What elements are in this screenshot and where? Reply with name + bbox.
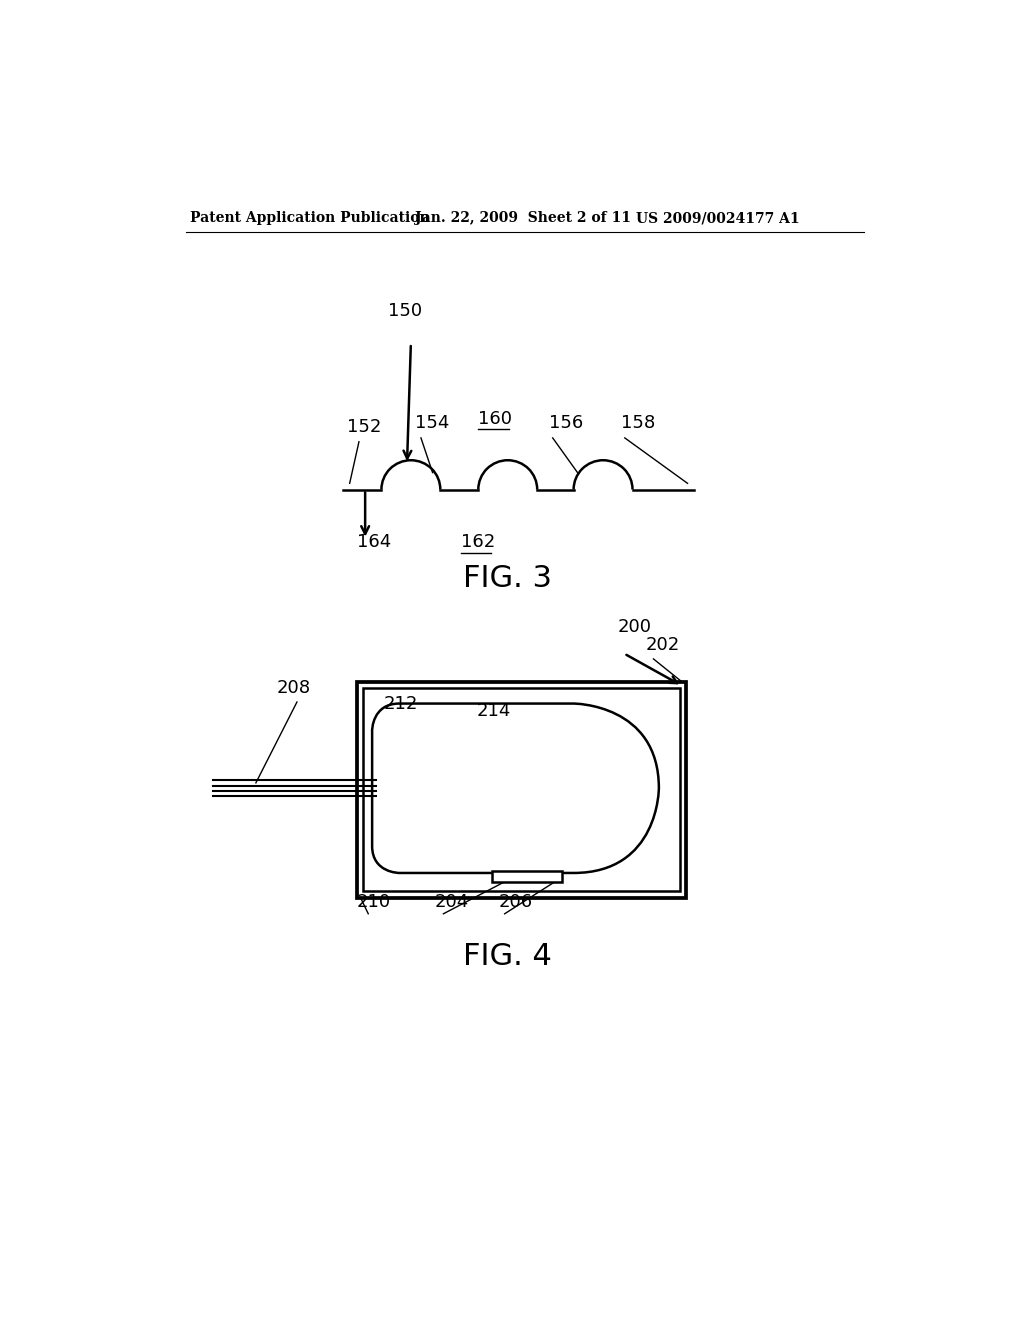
Text: 202: 202 [646, 636, 680, 655]
Text: US 2009/0024177 A1: US 2009/0024177 A1 [636, 211, 800, 226]
Text: 158: 158 [621, 413, 655, 432]
Text: 164: 164 [357, 533, 391, 552]
Text: 214: 214 [477, 702, 511, 721]
Text: Jan. 22, 2009  Sheet 2 of 11: Jan. 22, 2009 Sheet 2 of 11 [415, 211, 631, 226]
Text: 152: 152 [346, 417, 381, 436]
Text: 212: 212 [384, 694, 418, 713]
Text: Patent Application Publication: Patent Application Publication [190, 211, 430, 226]
Text: FIG. 4: FIG. 4 [463, 941, 552, 970]
Text: 150: 150 [388, 302, 422, 321]
Text: 154: 154 [415, 413, 450, 432]
Bar [362, 688, 680, 891]
Text: 156: 156 [549, 413, 583, 432]
Text: 210: 210 [356, 894, 391, 911]
Text: 200: 200 [617, 618, 652, 636]
Bar [356, 682, 686, 898]
PathPatch shape [372, 704, 658, 873]
Bar [493, 871, 562, 882]
Text: 204: 204 [434, 894, 468, 911]
Text: 208: 208 [276, 680, 311, 697]
Text: FIG. 3: FIG. 3 [463, 565, 552, 594]
Text: 162: 162 [461, 533, 496, 552]
Text: 206: 206 [499, 894, 532, 911]
Text: 160: 160 [478, 411, 512, 428]
